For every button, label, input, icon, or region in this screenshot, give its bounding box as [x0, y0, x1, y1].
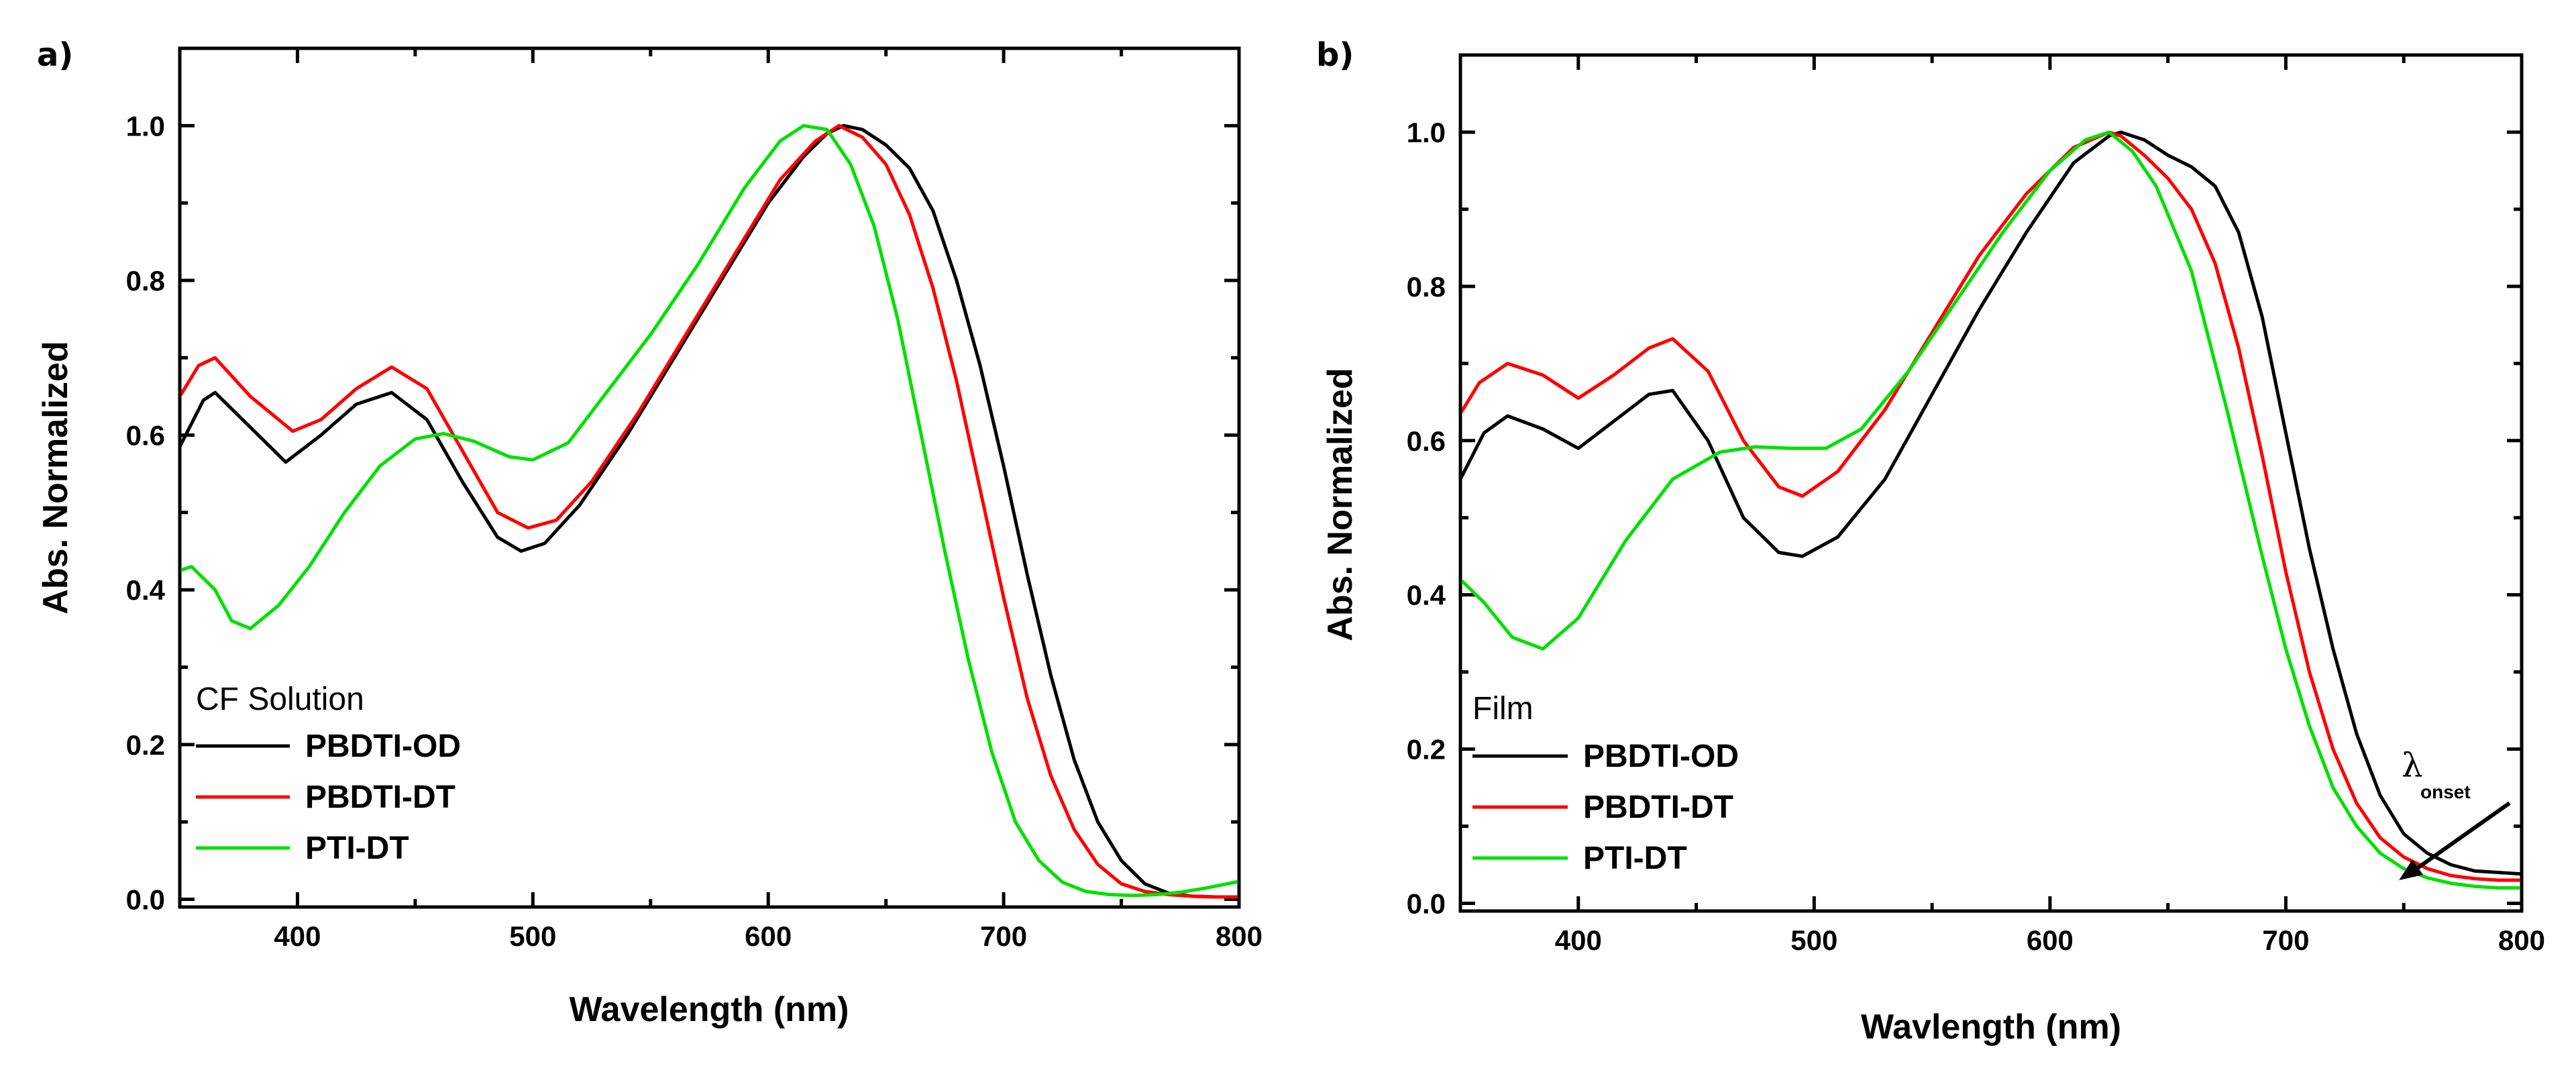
legend-label: PBDTI-DT — [1583, 790, 1733, 825]
y-tick-label: 0.0 — [1407, 888, 1446, 920]
y-tick-label: 0.4 — [126, 574, 166, 606]
series-line-pbdti-od — [181, 123, 1238, 899]
onset-subscript: onset — [2420, 782, 2471, 802]
x-tick-label: 800 — [2498, 924, 2545, 956]
legend: Film PBDTI-OD PBDTI-DT PTI-DT — [1472, 691, 1739, 876]
plot-frame — [178, 46, 1241, 909]
x-tick-label: 700 — [2262, 924, 2309, 956]
y-tick-label: 0.8 — [126, 265, 165, 297]
x-tick-label: 600 — [745, 920, 792, 952]
legend-title: CF Solution — [196, 682, 364, 717]
x-tick-label: 400 — [274, 920, 321, 952]
panel-label: a) — [37, 36, 73, 74]
x-tick-label: 500 — [1790, 924, 1837, 956]
legend-label: PBDTI-OD — [305, 729, 461, 764]
legend-label: PTI-DT — [1583, 841, 1687, 876]
plot-frame — [1458, 53, 2524, 913]
x-tick-label: 800 — [1216, 920, 1263, 952]
x-axis-title: Wavlength (nm) — [1861, 1008, 2121, 1047]
legend: CF Solution PBDTI-OD PBDTI-DT PTI-DT — [196, 682, 461, 866]
panel-label: b) — [1316, 36, 1354, 74]
onset-arrowhead — [2399, 859, 2424, 881]
y-tick-label: 0.6 — [126, 420, 165, 451]
x-tick-label: 600 — [2027, 924, 2074, 956]
x-tick-label: 400 — [1555, 924, 1602, 956]
y-axis-title: Abs. Normalized — [36, 341, 75, 614]
y-tick-label: 0.2 — [126, 729, 165, 761]
onset-label: λ — [2402, 746, 2423, 785]
legend-label: PTI-DT — [305, 831, 409, 866]
legend-label: PBDTI-DT — [305, 780, 455, 815]
x-axis-title: Wavelength (nm) — [570, 990, 849, 1029]
y-tick-label: 0.6 — [1407, 425, 1446, 457]
chart-panel-a: a) 400 500 600 700 800 0.0 0.2 0.4 0.6 0.8 1.0 Wavel… — [36, 36, 1263, 1029]
series-line-pti-dt — [1462, 130, 2520, 890]
y-tick-label: 0.0 — [126, 884, 165, 915]
legend-label: PBDTI-OD — [1583, 739, 1739, 774]
legend-title: Film — [1472, 691, 1534, 727]
series-line-pbdti-dt — [181, 123, 1238, 899]
x-tick-label: 700 — [980, 920, 1027, 952]
y-axis-title: Abs. Normalized — [1321, 368, 1360, 641]
y-tick-label: 1.0 — [1407, 117, 1446, 148]
y-tick-label: 0.2 — [1407, 734, 1446, 765]
y-tick-label: 0.8 — [1407, 271, 1446, 303]
chart-panel-b: b) 400 500 600 700 800 0.0 0.2 0.4 0.6 0.8 1.0 Wavle… — [1316, 36, 2545, 1047]
y-tick-label: 0.4 — [1407, 580, 1446, 611]
series-line-pbdti-od — [1462, 130, 2520, 876]
onset-arrow — [2408, 801, 2511, 875]
series-line-pti-dt — [181, 123, 1238, 898]
y-tick-label: 1.0 — [126, 110, 165, 142]
x-tick-label: 500 — [509, 920, 556, 952]
